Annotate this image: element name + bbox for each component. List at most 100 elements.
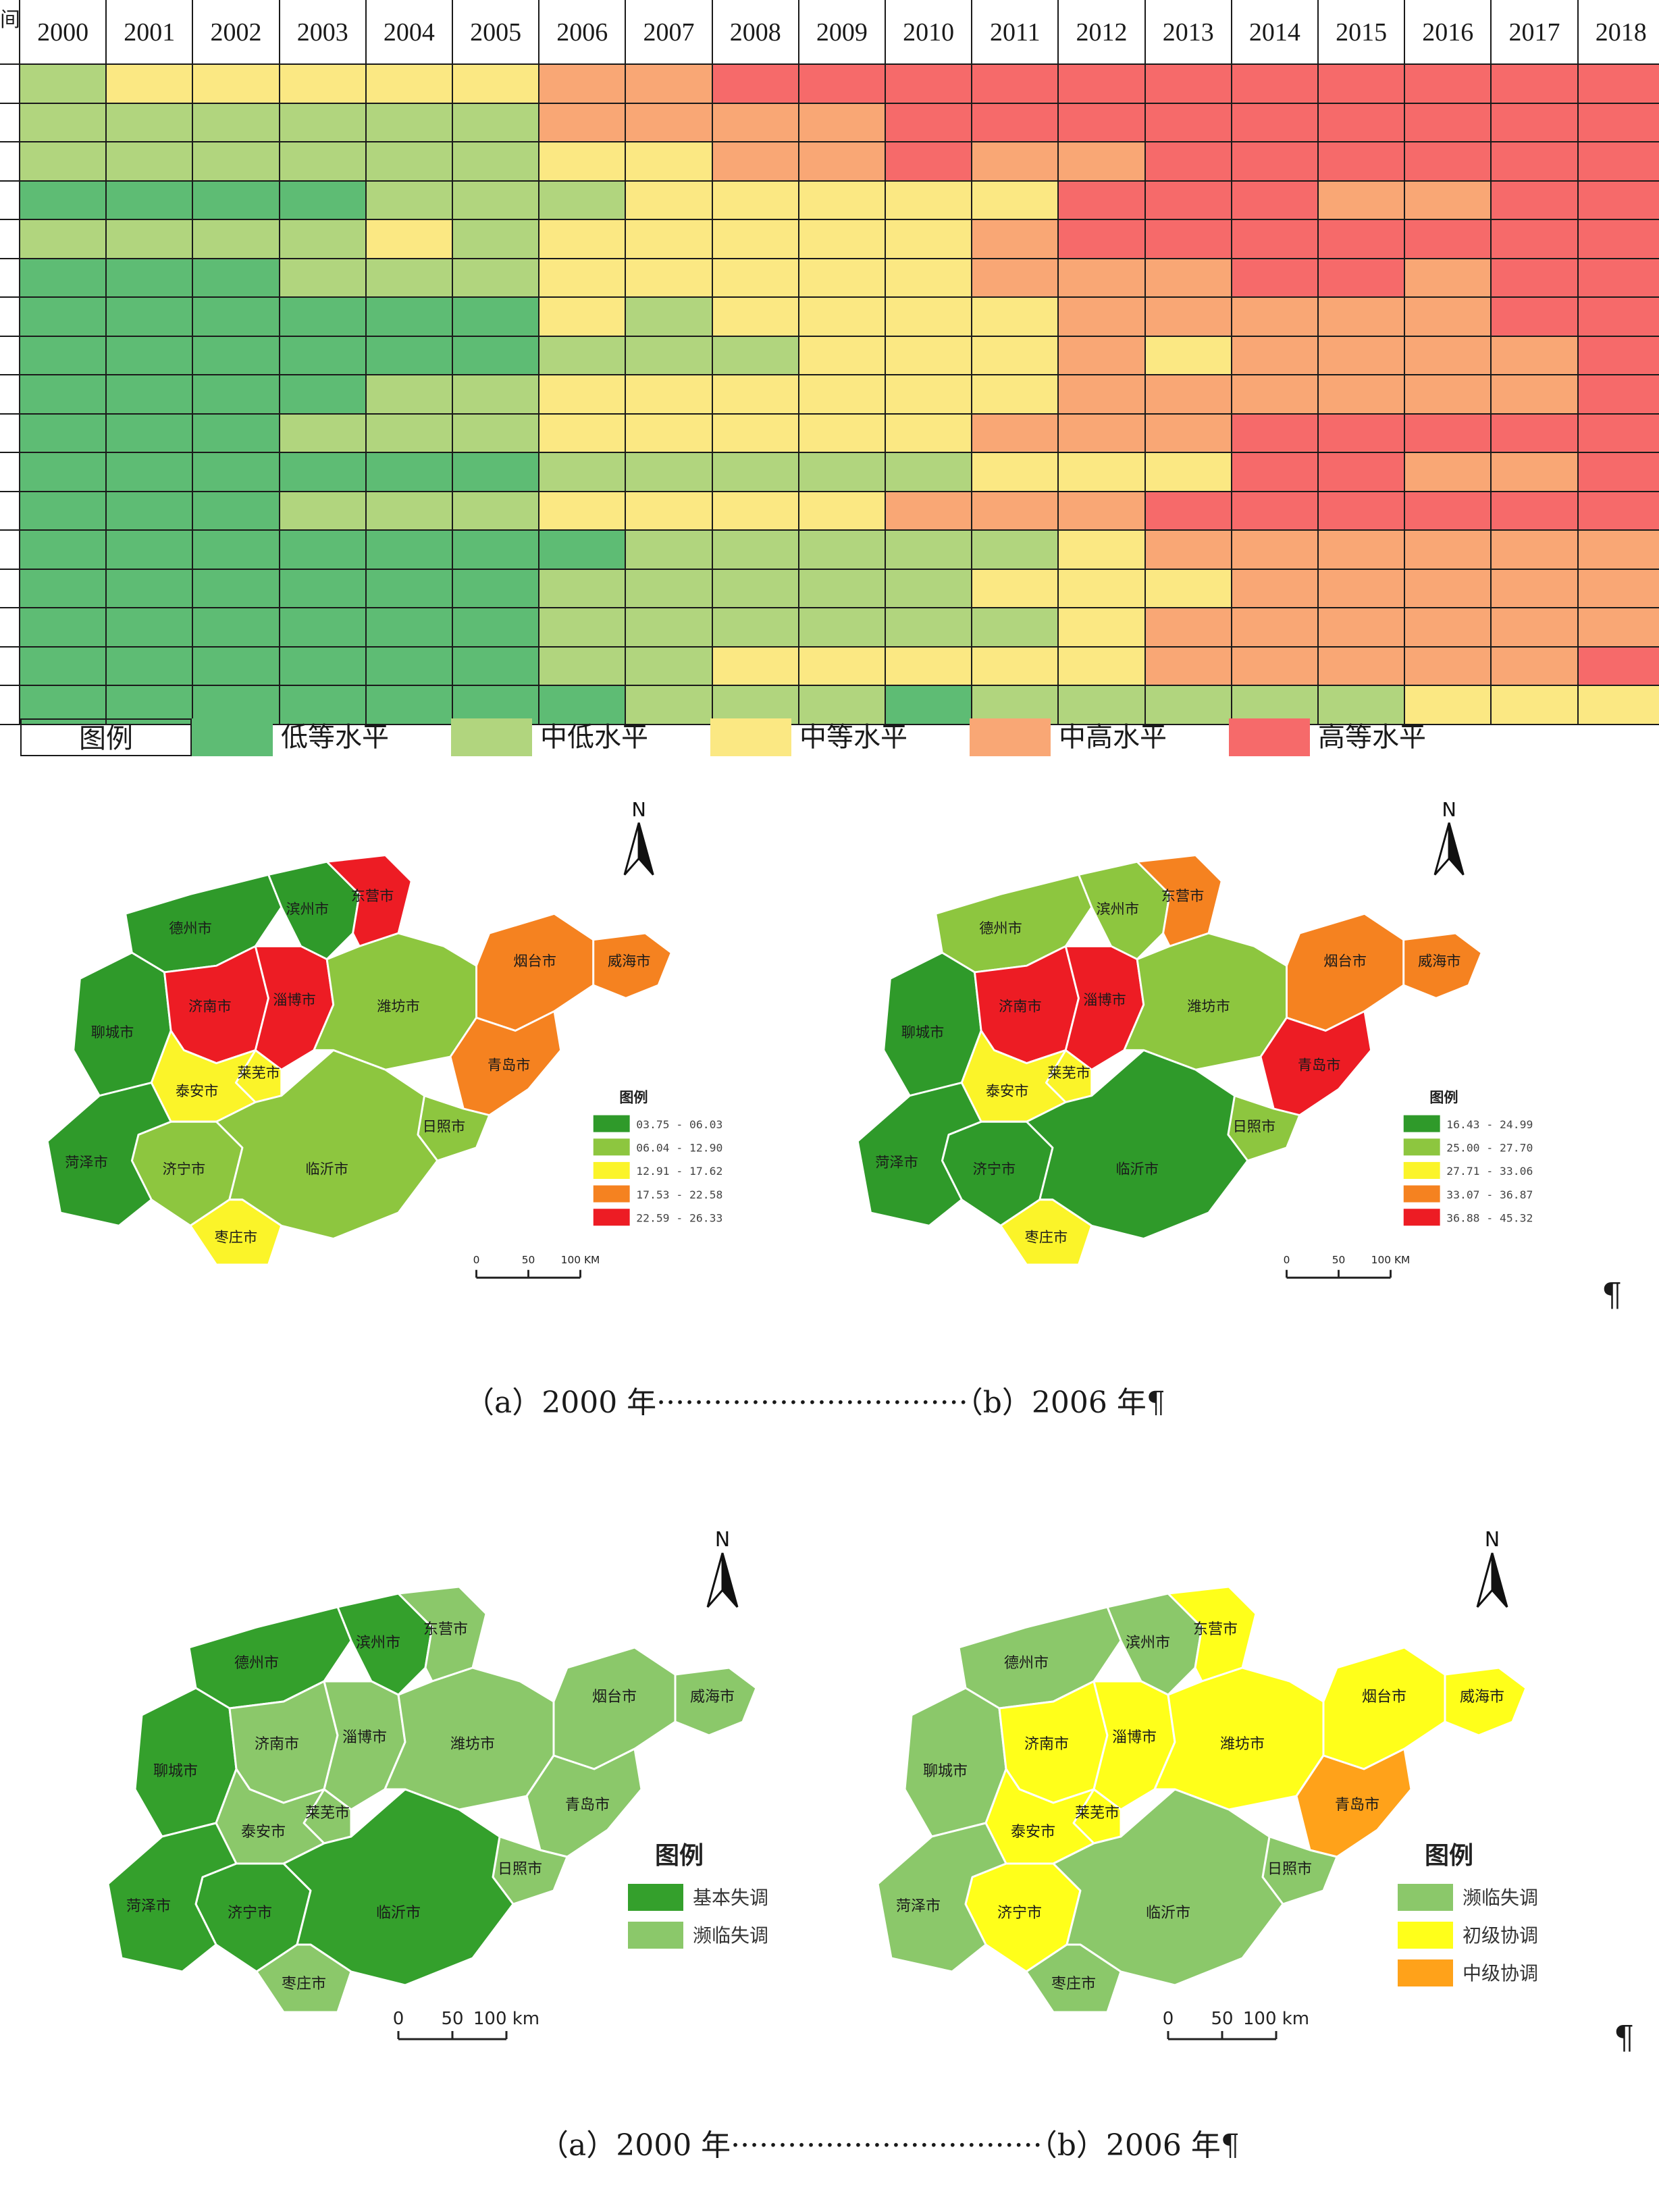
heat-cell bbox=[1145, 492, 1232, 531]
heat-cell bbox=[1578, 259, 1659, 298]
heat-cell bbox=[1059, 259, 1146, 298]
city-region bbox=[1444, 1666, 1527, 1737]
heat-cell bbox=[1319, 531, 1406, 570]
heat-cell bbox=[1059, 608, 1146, 648]
figure2-caption-dots: ································ bbox=[740, 2128, 1043, 2163]
scale-label: 50 bbox=[1211, 2009, 1233, 2029]
scale-label: 100 km bbox=[473, 2009, 539, 2029]
heat-cell bbox=[1492, 220, 1579, 259]
heat-cell bbox=[799, 414, 886, 453]
heat-cell bbox=[1145, 298, 1232, 337]
scale-label: 0 bbox=[1284, 1254, 1290, 1266]
city-label: 日照市 bbox=[1267, 1861, 1312, 1878]
year-header-2009: 2009 bbox=[799, 0, 886, 65]
heat-cell bbox=[20, 414, 107, 453]
heat-cell bbox=[366, 375, 453, 415]
city-label: 烟台市 bbox=[513, 952, 556, 969]
heat-cell bbox=[453, 103, 540, 142]
heat-cell bbox=[1578, 531, 1659, 570]
heat-cell bbox=[1319, 220, 1406, 259]
map-legend-title: 图例 bbox=[1429, 1088, 1458, 1105]
heat-cell bbox=[972, 298, 1059, 337]
figure1-pilcrow: ¶ bbox=[1602, 1276, 1623, 1314]
heat-cell bbox=[107, 298, 194, 337]
heat-cell bbox=[1319, 65, 1406, 104]
city-region bbox=[107, 1822, 238, 1973]
heat-cell bbox=[20, 181, 107, 220]
row-label-cell bbox=[0, 453, 20, 492]
city-label: 德州市 bbox=[234, 1655, 279, 1672]
heat-cell bbox=[107, 453, 194, 492]
heat-cell bbox=[1232, 608, 1319, 648]
map-legend-swatch bbox=[1403, 1115, 1440, 1132]
heat-cell bbox=[1492, 65, 1579, 104]
heat-cell bbox=[626, 414, 713, 453]
heat-cell bbox=[712, 65, 799, 104]
city-label: 烟台市 bbox=[592, 1689, 637, 1706]
heat-cell bbox=[1232, 336, 1319, 375]
heat-cell bbox=[1578, 65, 1659, 104]
heat-cell bbox=[193, 569, 280, 608]
heat-cell bbox=[972, 686, 1059, 725]
year-header-2016: 2016 bbox=[1405, 0, 1492, 65]
heat-cell bbox=[280, 569, 367, 608]
heat-cell bbox=[972, 65, 1059, 104]
heat-cell bbox=[280, 103, 367, 142]
figure2-pilcrow: ¶ bbox=[1614, 2019, 1635, 2057]
heat-cell bbox=[280, 142, 367, 182]
heat-legend-label-h: 高等水平 bbox=[1318, 722, 1426, 753]
heat-cell bbox=[972, 220, 1059, 259]
heat-cell bbox=[972, 569, 1059, 608]
map-legend-range: 17.53 - 22.58 bbox=[636, 1188, 722, 1201]
heat-cell bbox=[712, 103, 799, 142]
map-2000-index: 滨州市 东营市 德州市 烟台市 威海市 聊城市 济南市 淄博市 潍坊市 青岛市 莱芜市 泰安市 日照市济… bbox=[14, 797, 783, 1317]
heat-cell bbox=[539, 531, 627, 570]
heat-cell bbox=[539, 647, 627, 686]
heat-cell bbox=[280, 453, 367, 492]
city-label: 潍坊市 bbox=[450, 1736, 495, 1753]
heat-cell bbox=[280, 608, 367, 648]
city-label: 日照市 bbox=[423, 1118, 465, 1135]
heat-cell bbox=[193, 142, 280, 182]
heat-cell bbox=[972, 608, 1059, 648]
city-region bbox=[1052, 1788, 1284, 1986]
heat-cell bbox=[1059, 220, 1146, 259]
heat-cell bbox=[280, 65, 367, 104]
heat-cell bbox=[1319, 103, 1406, 142]
heat-cell bbox=[107, 103, 194, 142]
heat-cell bbox=[1145, 220, 1232, 259]
heat-cell bbox=[799, 608, 886, 648]
heat-legend-swatch-h bbox=[1229, 718, 1310, 756]
heat-cell bbox=[626, 336, 713, 375]
city-label: 淄博市 bbox=[1112, 1729, 1157, 1746]
heat-cell bbox=[107, 531, 194, 570]
city-label: 威海市 bbox=[690, 1689, 735, 1706]
figure2-caption-b: （b）2006 年¶ bbox=[1042, 2128, 1240, 2163]
north-label: N bbox=[1442, 798, 1456, 821]
heat-cell bbox=[712, 220, 799, 259]
heat-cell bbox=[1492, 608, 1579, 648]
heat-cell bbox=[1059, 181, 1146, 220]
heat-cell bbox=[107, 569, 194, 608]
scale-label: 0 bbox=[1163, 2009, 1174, 2029]
heat-cell bbox=[886, 608, 973, 648]
heat-cell bbox=[1145, 647, 1232, 686]
city-label: 滨州市 bbox=[1126, 1635, 1170, 1652]
heat-cell bbox=[1059, 103, 1146, 142]
heat-cell bbox=[107, 647, 194, 686]
heat-cell bbox=[366, 531, 453, 570]
row-label-cell bbox=[0, 142, 20, 182]
heat-cell bbox=[1578, 569, 1659, 608]
map-legend-swatch bbox=[1403, 1138, 1440, 1156]
heat-cell bbox=[972, 103, 1059, 142]
heat-cell bbox=[107, 181, 194, 220]
heat-cell bbox=[1405, 65, 1492, 104]
map-legend-range: 16.43 - 24.99 bbox=[1446, 1118, 1533, 1131]
city-label: 青岛市 bbox=[565, 1797, 610, 1814]
city-label: 济南市 bbox=[1024, 1736, 1069, 1753]
heat-legend-swatch-mh bbox=[970, 718, 1051, 756]
heat-cell bbox=[712, 181, 799, 220]
